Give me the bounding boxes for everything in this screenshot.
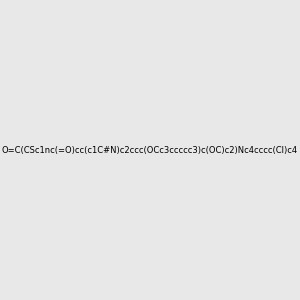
Text: O=C(CSc1nc(=O)cc(c1C#N)c2ccc(OCc3ccccc3)c(OC)c2)Nc4cccc(Cl)c4: O=C(CSc1nc(=O)cc(c1C#N)c2ccc(OCc3ccccc3)… bbox=[2, 146, 298, 154]
